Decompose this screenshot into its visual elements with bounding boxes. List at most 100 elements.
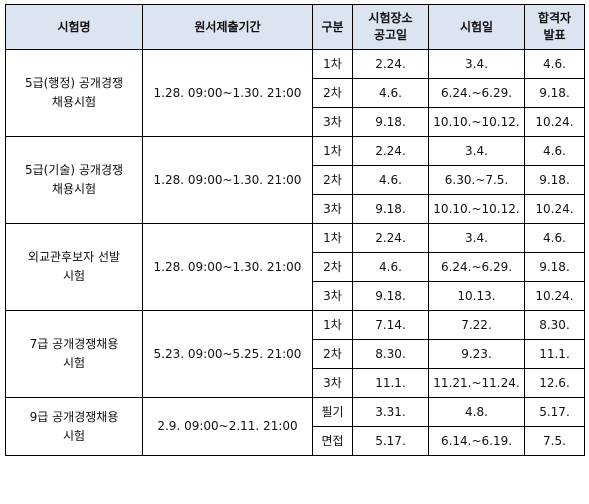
application-period-cell: 1.28. 09:00~1.30. 21:00 [142,49,313,137]
exam-date-cell: 9.23. [428,339,525,369]
stage-cell: 3차 [312,107,353,137]
exam-date-cell: 11.21.~11.24. [428,368,525,398]
result-cell: 4.6. [524,223,585,253]
result-cell: 9.18. [524,78,585,108]
header-application-period: 원서제출기간 [142,4,313,50]
result-cell: 4.6. [524,136,585,166]
result-cell: 5.17. [524,397,585,427]
header-venue-notice-line1: 시험장소 [368,11,413,25]
table-row: 면접 5.17. 6.14.~6.19. 7.5. [6,426,585,456]
header-result-line2: 발표 [543,28,566,42]
exam-name-line2: 시험 [62,356,86,370]
exam-name-line2: 채용시험 [51,95,97,109]
venue-notice-cell: 7.14. [352,310,429,340]
table-row: 3차 9.18. 10.10.~10.12. 10.24. [6,107,585,137]
exam-date-cell: 10.13. [428,281,525,311]
exam-date-cell: 3.4. [428,136,525,166]
result-cell: 7.5. [524,426,585,456]
result-cell: 10.24. [524,107,585,137]
exam-date-cell: 6.24.~6.29. [428,252,525,282]
venue-notice-cell: 5.17. [352,426,429,456]
exam-name: 5급(행정) 공개경쟁 [24,76,124,90]
table-row: 5급(행정) 공개경쟁 채용시험 1.28. 09:00~1.30. 21:00 … [5,49,585,137]
header-category: 구분 [312,4,353,50]
header-exam-date: 시험일 [428,4,525,50]
venue-notice-cell: 2.24. [352,49,429,79]
table-row: 3차 9.18. 10.10.~10.12. 10.24. [6,194,585,224]
venue-notice-cell: 2.24. [352,223,429,253]
venue-notice-cell: 4.6. [352,78,429,108]
exam-name-line2: 시험 [62,428,86,443]
venue-notice-cell: 4.6. [352,252,429,282]
application-period-cell: 1.28. 09:00~1.30. 21:00 [142,136,313,224]
table-row: 2차 4.6. 6.24.~6.29. 9.18. [6,252,585,282]
stage-cell: 2차 [312,252,353,282]
stage-cell: 1차 [312,136,353,166]
result-cell: 8.30. [524,310,585,340]
venue-notice-cell: 9.18. [352,107,429,137]
table-row: 외교관후보자 선발 시험 1.28. 09:00~1.30. 21:00 1차 2… [5,223,585,311]
application-period-cell: 5.23. 09:00~5.25. 21:00 [142,310,313,398]
result-cell: 10.24. [524,281,585,311]
exam-name-line2: 채용시험 [51,182,97,196]
result-cell: 12.6. [524,368,585,398]
exam-date-cell: 4.8. [428,397,525,427]
result-cell: 4.6. [524,49,585,79]
header-venue-notice-line2: 공고일 [373,28,408,42]
result-cell: 9.18. [524,252,585,282]
table-row: 3차 9.18. 10.13. 10.24. [6,281,585,311]
exam-date-cell: 6.30.~7.5. [428,165,525,195]
application-period-cell: 2.9. 09:00~2.11. 21:00 [142,397,313,456]
table-row: 5급(기술) 공개경쟁 채용시험 1.28. 09:00~1.30. 21:00 … [5,136,585,224]
stage-cell: 1차 [312,223,353,253]
exam-date-cell: 10.10.~10.12. [428,194,525,224]
exam-name: 7급 공개경쟁채용 [29,337,119,351]
header-result-line1: 합격자 [537,11,572,25]
exam-date-cell: 6.14.~6.19. [428,426,525,456]
exam-date-cell: 3.4. [428,49,525,79]
exam-date-cell: 10.10.~10.12. [428,107,525,137]
venue-notice-cell: 9.18. [352,281,429,311]
stage-cell: 3차 [312,194,353,224]
stage-cell: 2차 [312,339,353,369]
result-cell: 11.1. [524,339,585,369]
table-row: 2차 8.30. 9.23. 11.1. [6,339,585,369]
table-row: 3차 11.1. 11.21.~11.24. 12.6. [6,368,585,398]
exam-name-cell: 외교관후보자 선발 시험 [5,223,143,311]
venue-notice-cell: 11.1. [352,368,429,398]
venue-notice-cell: 8.30. [352,339,429,369]
exam-date-cell: 3.4. [428,223,525,253]
stage-cell: 1차 [312,310,353,340]
stage-cell: 2차 [312,78,353,108]
venue-notice-cell: 3.31. [352,397,429,427]
result-cell: 10.24. [524,194,585,224]
result-cell: 9.18. [524,165,585,195]
venue-notice-cell: 2.24. [352,136,429,166]
stage-cell: 1차 [312,49,353,79]
exam-name: 9급 공개경쟁채용 [29,409,119,424]
venue-notice-cell: 9.18. [352,194,429,224]
stage-cell: 3차 [312,281,353,311]
stage-cell: 필기 [312,397,353,427]
stage-cell: 면접 [312,426,353,456]
exam-name: 5급(기술) 공개경쟁 [24,163,124,177]
stage-cell: 3차 [312,368,353,398]
exam-name-line2: 시험 [62,269,86,283]
exam-date-cell: 7.22. [428,310,525,340]
venue-notice-cell: 4.6. [352,165,429,195]
header-exam-name: 시험명 [5,4,143,50]
exam-date-cell: 6.24.~6.29. [428,78,525,108]
table-row: 2차 4.6. 6.24.~6.29. 9.18. [6,78,585,108]
application-period-cell: 1.28. 09:00~1.30. 21:00 [142,223,313,311]
